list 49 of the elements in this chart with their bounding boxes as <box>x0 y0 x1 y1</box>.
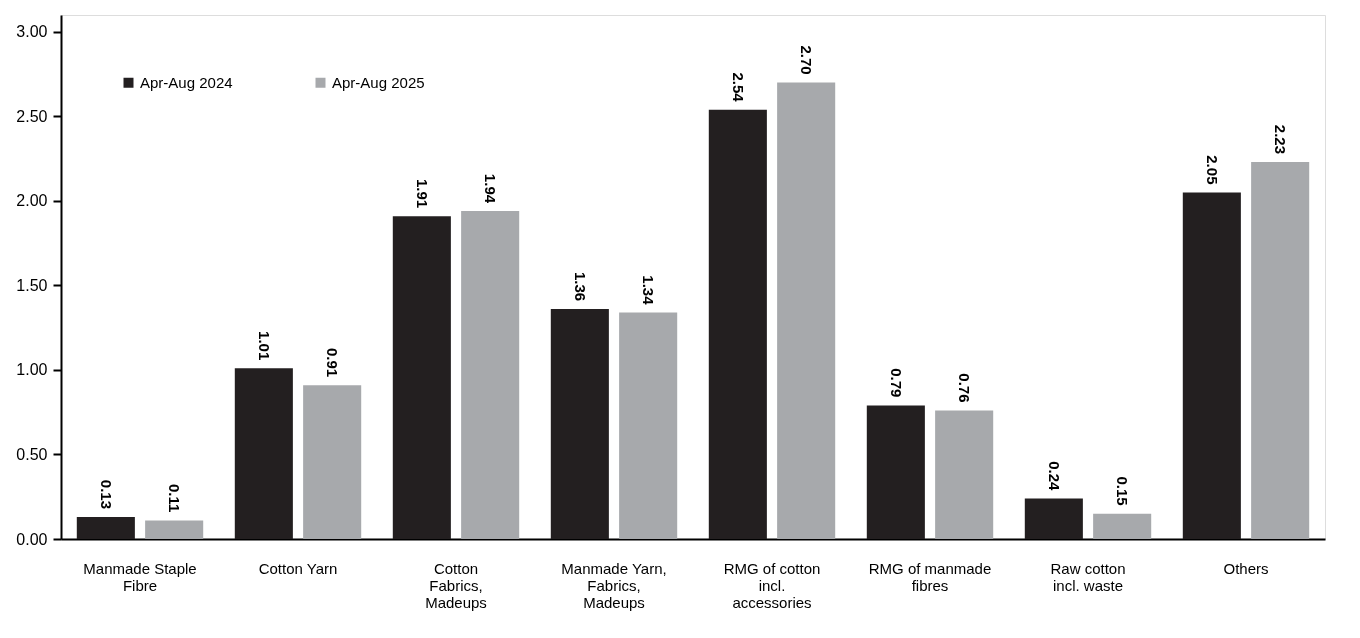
bar <box>145 520 204 539</box>
x-tick-label: Manmade Yarn, Fabrics, Madeups <box>561 559 667 611</box>
bar <box>935 410 994 539</box>
bar <box>619 312 678 539</box>
x-tick-label: RMG of manmade fibres <box>868 559 992 594</box>
y-tick-label: 1.50 <box>16 276 48 294</box>
y-tick-label: 2.50 <box>16 107 48 125</box>
y-tick-label: 1.00 <box>16 361 48 379</box>
data-label: 0.79 <box>887 368 905 398</box>
data-label: 2.70 <box>798 45 816 75</box>
bar <box>550 309 609 539</box>
bar <box>303 385 362 539</box>
data-label: 2.05 <box>1203 155 1221 185</box>
data-label: 1.94 <box>482 173 500 204</box>
data-label: 0.15 <box>1114 476 1132 506</box>
legend-label: Apr-Aug 2024 <box>140 73 233 91</box>
data-label: 0.13 <box>97 479 115 510</box>
y-tick-label: 0.00 <box>16 530 48 548</box>
data-label: 2.54 <box>729 72 747 103</box>
x-tick-label: Cotton Fabrics, Madeups <box>425 559 487 611</box>
data-label: 1.36 <box>571 271 589 302</box>
data-label: 0.11 <box>166 484 184 513</box>
bar <box>1093 513 1152 539</box>
bar <box>866 405 925 539</box>
bar <box>392 216 451 539</box>
x-tick-label: Raw cotton incl. waste <box>1050 559 1126 594</box>
y-tick-label: 2.00 <box>16 192 48 210</box>
data-label: 0.91 <box>324 347 342 378</box>
x-tick-label: Others <box>1223 559 1269 577</box>
bar <box>1182 192 1241 539</box>
data-label: 0.76 <box>956 373 974 403</box>
bar <box>1024 498 1083 539</box>
data-label: 1.34 <box>640 275 658 306</box>
x-tick-label: RMG of cotton incl. accessories <box>723 559 821 611</box>
x-tick-label: Manmade Staple Fibre <box>83 559 197 594</box>
bar <box>461 211 520 539</box>
bar <box>1251 162 1310 539</box>
legend-label: Apr-Aug 2025 <box>332 73 425 91</box>
data-label: 1.01 <box>255 331 273 361</box>
y-tick-label: 3.00 <box>16 23 48 41</box>
data-label: 0.24 <box>1045 461 1063 492</box>
data-label: 2.23 <box>1272 124 1290 155</box>
data-label: 1.91 <box>413 178 431 209</box>
bar <box>708 109 767 539</box>
bar <box>76 517 135 539</box>
y-tick-label: 0.50 <box>16 445 48 463</box>
bar <box>234 368 293 539</box>
x-tick-label: Cotton Yarn <box>258 559 338 577</box>
bar <box>777 82 836 539</box>
